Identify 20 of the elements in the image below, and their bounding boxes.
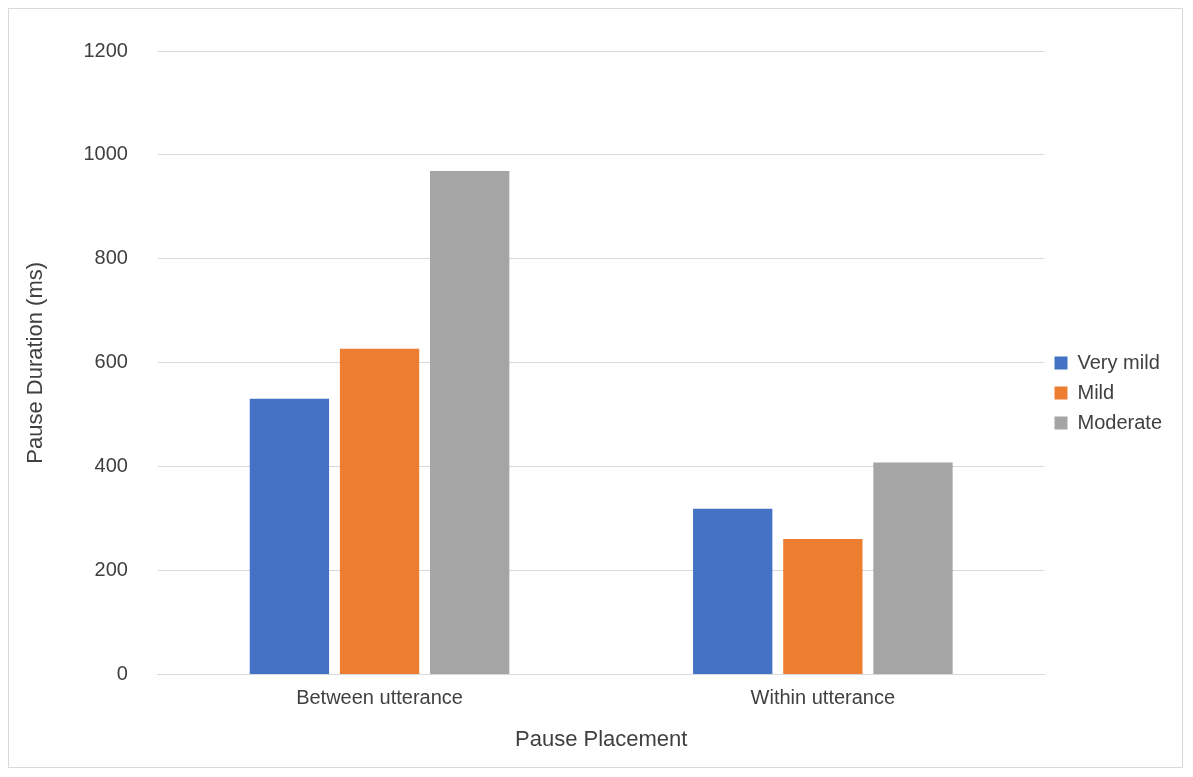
legend-label: Moderate [1077, 410, 1163, 433]
legend-label: Mild [1077, 380, 1115, 403]
bar [430, 171, 510, 675]
bar [783, 538, 863, 675]
y-axis-title: Pause Duration (ms) [22, 261, 48, 464]
bar [873, 462, 953, 675]
x-axis-title: Pause Placement [514, 725, 688, 751]
bar [693, 508, 773, 675]
legend-label: Very mild [1077, 350, 1160, 373]
bar [339, 348, 420, 675]
x-tick-label: Between utterance [296, 686, 463, 709]
y-tick-label: 0 [116, 662, 128, 685]
y-tick-label: 600 [94, 350, 128, 373]
y-tick-label: 400 [94, 454, 128, 477]
y-tick-label: 1200 [83, 38, 128, 61]
y-tick-label: 800 [94, 246, 128, 269]
y-tick-label: 1000 [83, 142, 128, 165]
x-tick-label: Within utterance [750, 686, 896, 709]
bar [249, 398, 330, 675]
y-tick-label: 200 [94, 558, 128, 581]
